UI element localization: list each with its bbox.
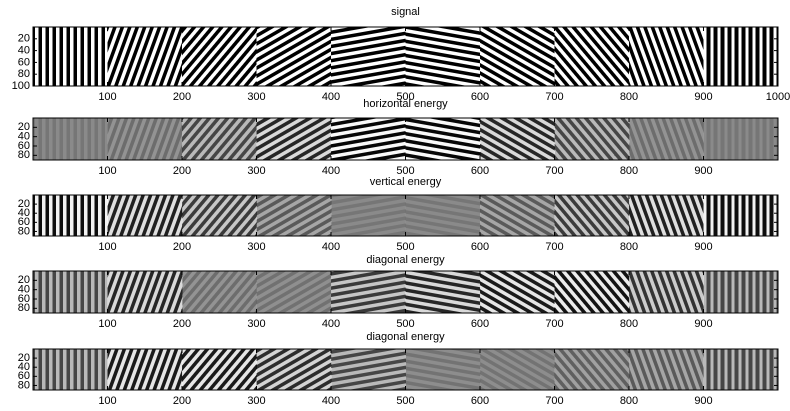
x-tick-label: 700 [545,318,563,330]
image [33,195,779,236]
panel-title: vertical energy [370,176,442,188]
x-tick-label: 600 [471,318,489,330]
y-tick-label: 40 [18,45,30,57]
x-tick-label: 100 [98,91,116,103]
image [33,271,779,313]
x-tick-label: 300 [247,241,265,253]
y-tick-label: 100 [12,80,30,92]
x-tick-label: 600 [471,91,489,103]
x-tick-label: 500 [396,318,414,330]
x-tick-label: 900 [694,318,712,330]
figure: signal1002003004005006007008009001000204… [0,0,790,411]
x-tick-label: 900 [694,395,712,407]
x-tick-label: 100 [98,318,116,330]
x-tick-label: 700 [545,165,563,177]
x-tick-label: 200 [173,395,191,407]
x-tick-label: 300 [247,318,265,330]
x-tick-label: 400 [322,395,340,407]
x-tick-label: 800 [620,241,638,253]
x-tick-label: 400 [322,241,340,253]
x-tick-label: 700 [545,91,563,103]
x-tick-label: 700 [545,241,563,253]
x-tick-label: 600 [471,395,489,407]
panel-title: horizontal energy [363,98,448,110]
x-tick-label: 200 [173,91,191,103]
image [33,118,779,160]
x-tick-label: 800 [620,165,638,177]
y-tick-label: 80 [18,225,30,237]
y-tick-label: 60 [18,56,30,68]
panel-title: signal [391,6,420,18]
x-tick-label: 400 [322,165,340,177]
y-tick-label: 80 [18,68,30,80]
y-tick-label: 80 [18,302,30,314]
x-tick-label: 200 [173,165,191,177]
x-tick-label: 500 [396,241,414,253]
x-tick-label: 800 [620,91,638,103]
x-tick-label: 200 [173,241,191,253]
panel-title: diagonal energy [366,331,445,343]
x-tick-label: 100 [98,241,116,253]
image [33,349,779,390]
x-tick-label: 900 [694,91,712,103]
y-tick-label: 80 [18,379,30,391]
x-tick-label: 300 [247,395,265,407]
y-tick-label: 80 [18,149,30,161]
x-tick-label: 200 [173,318,191,330]
x-tick-label: 400 [322,91,340,103]
x-tick-label: 900 [694,165,712,177]
x-tick-label: 300 [247,91,265,103]
x-tick-label: 1000 [766,91,790,103]
x-tick-label: 600 [471,165,489,177]
x-tick-label: 100 [98,165,116,177]
panel-title: diagonal energy [366,254,445,266]
x-tick-label: 100 [98,395,116,407]
x-tick-label: 800 [620,318,638,330]
x-tick-label: 800 [620,395,638,407]
x-tick-label: 500 [396,395,414,407]
x-tick-label: 600 [471,241,489,253]
image [33,27,779,86]
y-tick-label: 20 [18,33,30,45]
x-tick-label: 700 [545,395,563,407]
x-tick-label: 900 [694,241,712,253]
x-tick-label: 400 [322,318,340,330]
x-tick-label: 300 [247,165,265,177]
